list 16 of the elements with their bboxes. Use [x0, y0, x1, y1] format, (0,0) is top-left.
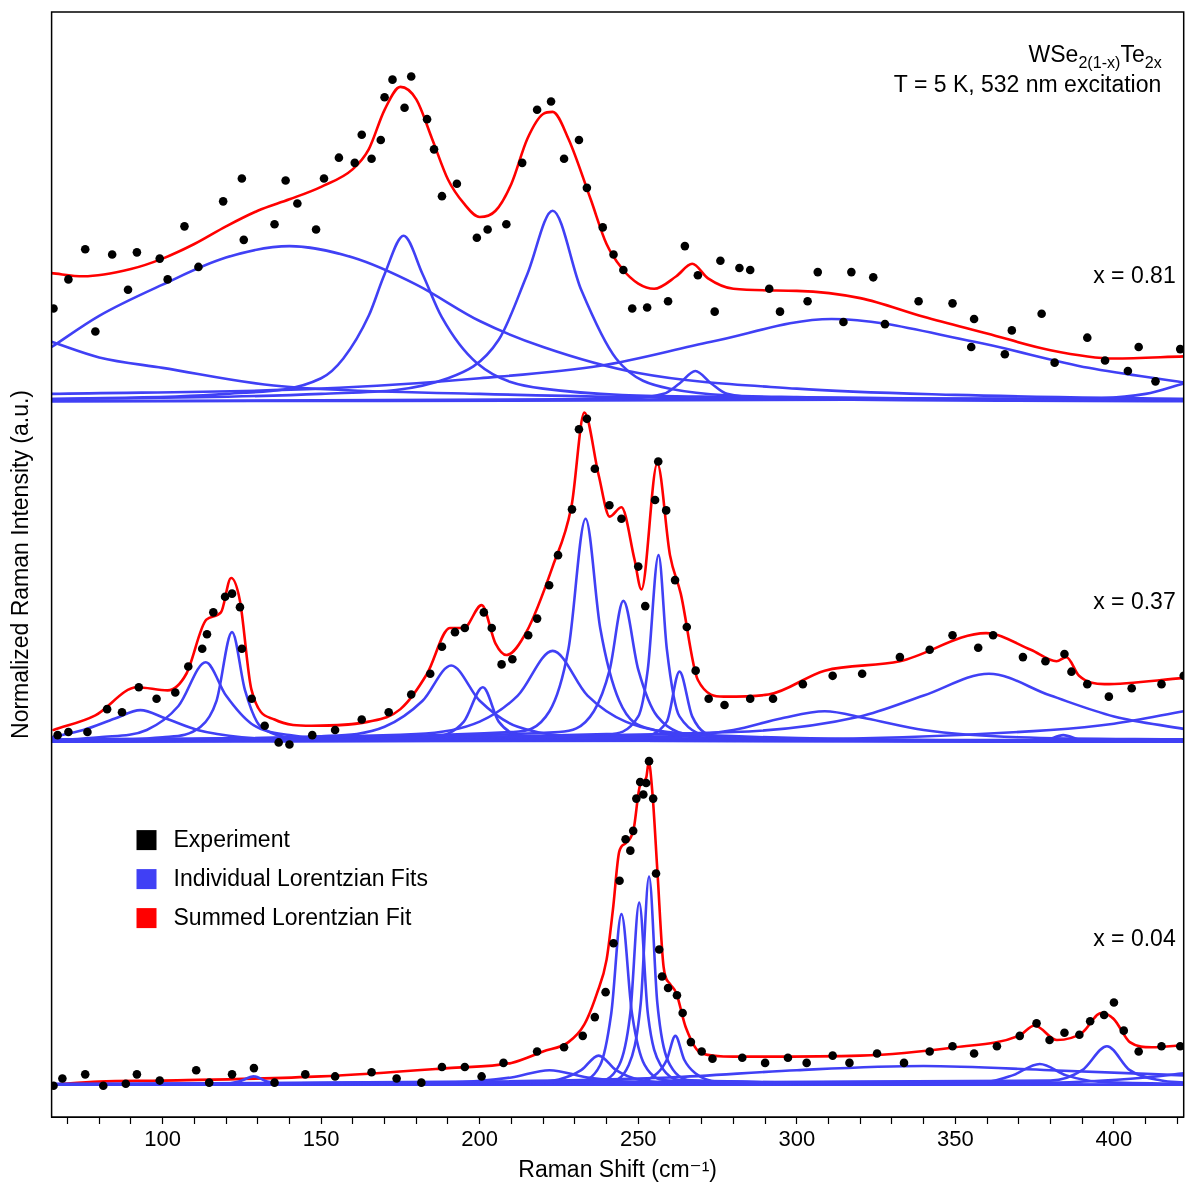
legend-label: Individual Lorentzian Fits [173, 865, 428, 892]
x-tick-label: 100 [144, 1126, 181, 1152]
x-tick-label: 400 [1095, 1126, 1133, 1152]
annotation: T = 5 K, 532 nm excitation [893, 71, 1162, 97]
legend-label: Summed Lorentzian Fit [173, 904, 412, 931]
x-tick-label: 250 [619, 1126, 657, 1152]
annotation: x = 0.81 [1093, 261, 1176, 288]
x-axis-title: Raman Shift (cm⁻¹) [518, 1155, 718, 1182]
legend-label: Experiment [173, 826, 291, 853]
x-tick-label: 200 [461, 1126, 499, 1152]
x-tick-label: 150 [302, 1126, 340, 1152]
annotation: x = 0.04 [1093, 924, 1176, 951]
x-tick-label: 350 [937, 1126, 974, 1152]
y-axis-title: Normalized Raman Intensity (a.u.) [7, 390, 34, 739]
x-tick-label: 300 [778, 1126, 816, 1152]
annotation: x = 0.37 [1093, 587, 1176, 614]
